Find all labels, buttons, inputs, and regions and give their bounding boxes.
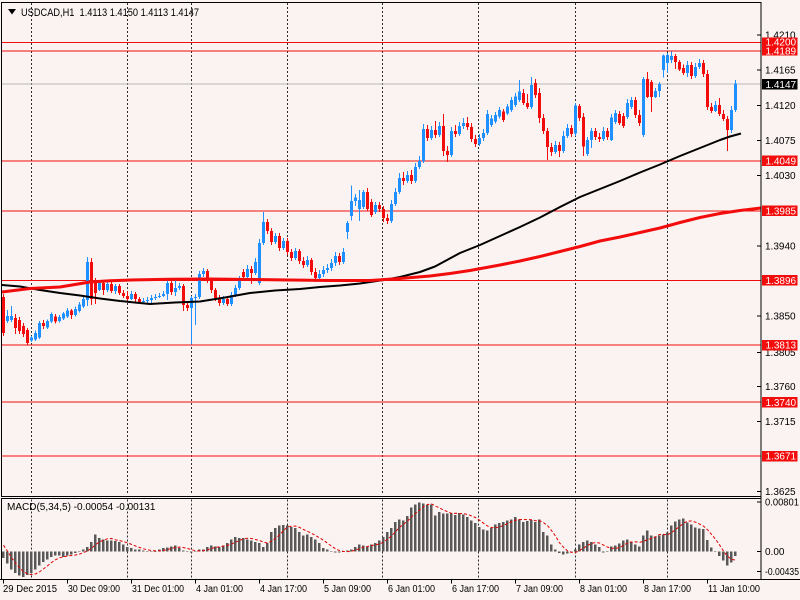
svg-text:1.3671: 1.3671: [766, 452, 797, 463]
svg-text:8 Jan 01:00: 8 Jan 01:00: [580, 584, 627, 595]
svg-text:6 Jan 17:00: 6 Jan 17:00: [452, 584, 499, 595]
svg-text:1.3985: 1.3985: [766, 206, 797, 217]
svg-text:USDCAD,H1 1.4113 1.4150 1.411: USDCAD,H1 1.4113 1.4150 1.4113 1.4147: [21, 7, 199, 19]
svg-text:30 Dec 09:00: 30 Dec 09:00: [68, 584, 120, 595]
svg-text:4 Jan 01:00: 4 Jan 01:00: [196, 584, 243, 595]
svg-text:1.3940: 1.3940: [765, 241, 796, 252]
svg-text:1.3850: 1.3850: [765, 312, 796, 323]
svg-text:29 Dec 2015: 29 Dec 2015: [3, 584, 57, 595]
svg-text:7 Jan 09:00: 7 Jan 09:00: [516, 584, 563, 595]
svg-text:1.4200: 1.4200: [766, 38, 797, 49]
svg-text:1.4030: 1.4030: [765, 171, 796, 182]
svg-text:1.3760: 1.3760: [765, 382, 796, 393]
svg-text:1.4147: 1.4147: [766, 80, 797, 91]
svg-text:4 Jan 17:00: 4 Jan 17:00: [260, 584, 307, 595]
svg-text:11 Jan 10:00: 11 Jan 10:00: [708, 584, 760, 595]
svg-text:MACD(5,34,5) -0.00054 -0.00131: MACD(5,34,5) -0.00054 -0.00131: [7, 502, 156, 513]
svg-text:1.4075: 1.4075: [765, 136, 796, 147]
svg-text:1.3740: 1.3740: [766, 398, 797, 409]
svg-text:5 Jan 09:00: 5 Jan 09:00: [324, 584, 371, 595]
svg-text:1.3813: 1.3813: [766, 341, 797, 352]
svg-text:1.4165: 1.4165: [765, 66, 796, 77]
svg-text:1.3896: 1.3896: [766, 276, 797, 287]
svg-text:1.4120: 1.4120: [765, 101, 796, 112]
svg-text:1.4189: 1.4189: [766, 47, 797, 58]
svg-text:1.3805: 1.3805: [765, 348, 796, 359]
svg-text:1.3715: 1.3715: [765, 417, 796, 428]
svg-text:1.4049: 1.4049: [766, 156, 797, 167]
svg-text:1.4210: 1.4210: [765, 31, 796, 42]
svg-text:-0.00435: -0.00435: [765, 567, 799, 578]
svg-text:0.00: 0.00: [765, 547, 785, 558]
svg-text:31 Dec 01:00: 31 Dec 01:00: [132, 584, 184, 595]
svg-text:1.3625: 1.3625: [765, 487, 796, 498]
svg-text:8 Jan 17:00: 8 Jan 17:00: [644, 584, 691, 595]
svg-text:0.00801: 0.00801: [765, 498, 799, 509]
svg-text:6 Jan 01:00: 6 Jan 01:00: [388, 584, 435, 595]
